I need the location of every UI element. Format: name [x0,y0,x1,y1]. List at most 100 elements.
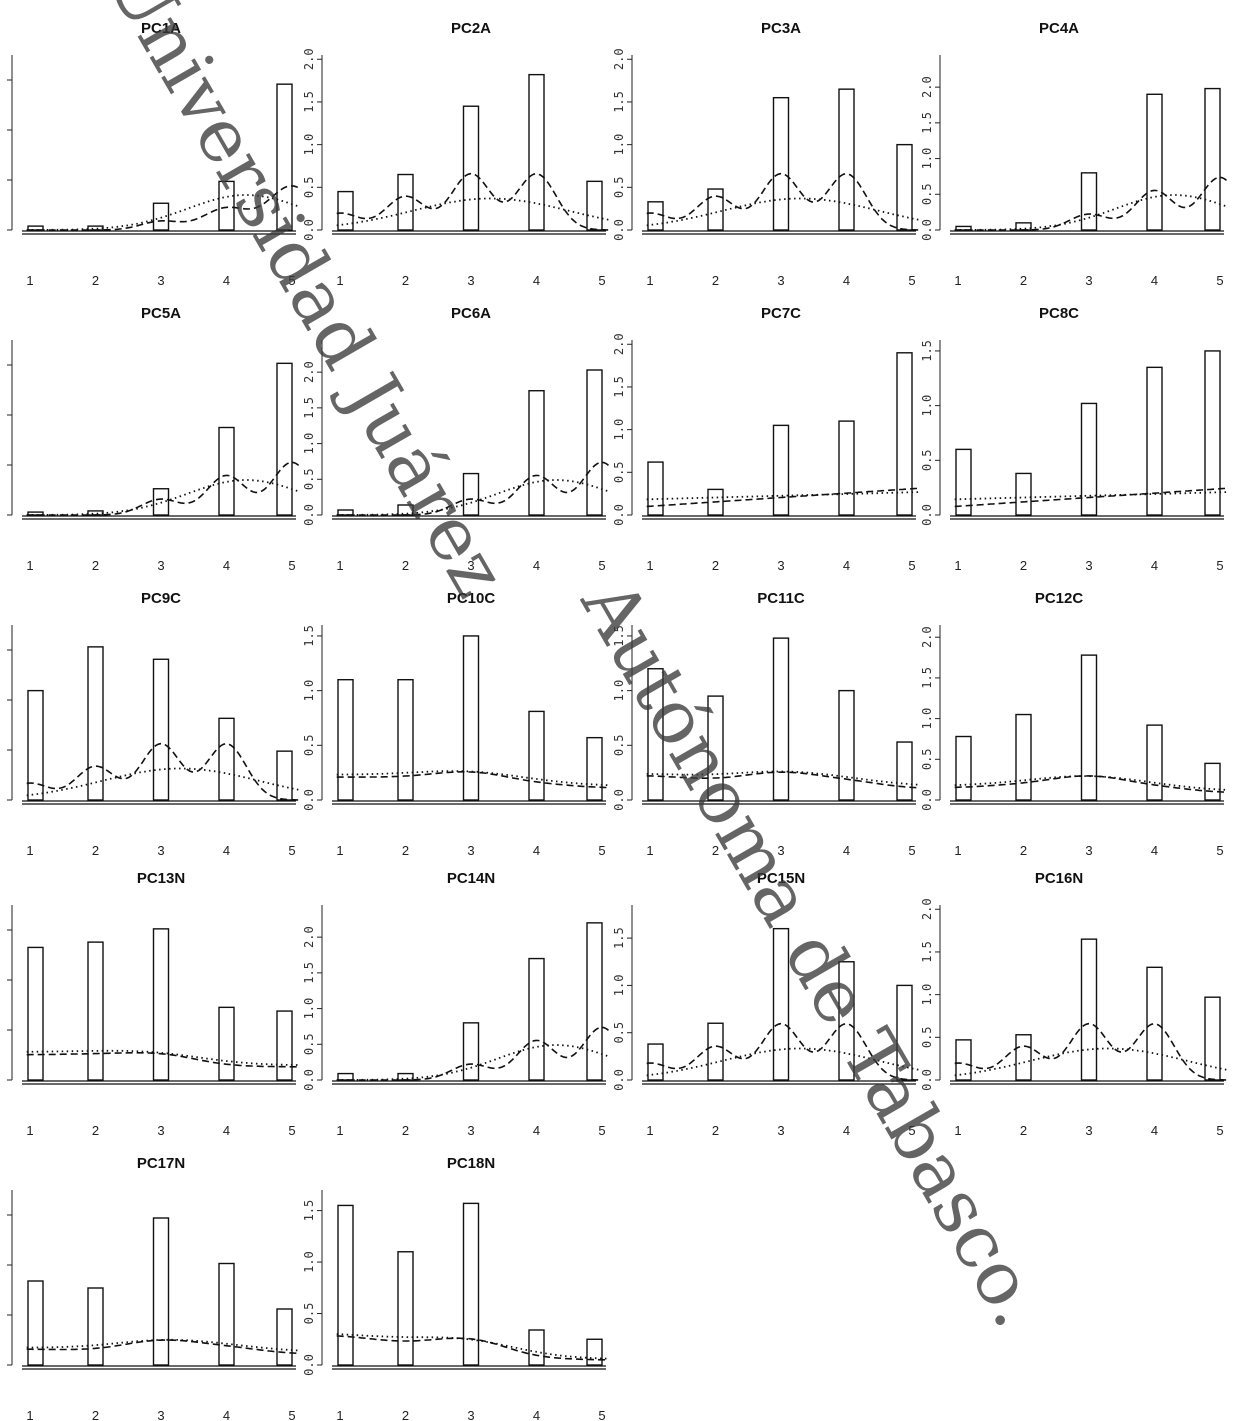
density-curve-dotted [26,767,299,797]
x-tick-label: 1 [26,843,33,858]
histogram-bar [1204,996,1221,1081]
density-curve-dotted [336,1044,609,1081]
y-tick-label: 0.0 [302,504,316,526]
x-tick-label: 5 [1216,843,1223,858]
x-tick-label: 5 [598,1123,605,1138]
histogram-bar [772,96,790,231]
y-tick-label: 2.0 [920,76,934,98]
histogram-bar [397,1072,414,1081]
x-tick-label: 1 [26,1123,33,1138]
x-tick-label: 2 [1020,1123,1027,1138]
panel-title: PC12C [1035,590,1084,607]
x-tick-label: 3 [1085,273,1092,288]
histogram-panel: PC18N 0.0 0.5 1.0 1.5 1 2 3 4 5 [302,1155,609,1421]
x-tick-label: 1 [336,558,343,573]
histogram-bar [152,1217,170,1366]
panel-title: PC9C [141,590,181,607]
y-tick-label: 1.5 [302,397,316,419]
histogram-bar [462,635,480,801]
histogram-bar [896,352,913,516]
histogram-bar [647,201,664,231]
x-tick-label: 5 [908,558,915,573]
histogram-bar [528,710,545,801]
y-tick-label: 0.5 [920,748,934,770]
x-tick-label: 2 [92,273,99,288]
y-tick-label: 0.0 [612,504,626,526]
x-tick-label: 1 [26,273,33,288]
histogram-bar [397,173,414,231]
histogram-panel: PC8C 0.0 0.5 1.0 1.5 1 2 3 4 5 [920,305,1227,573]
x-tick-label: 2 [712,273,719,288]
histogram-bar [1146,966,1163,1081]
histogram-bar [337,190,354,231]
histogram-panel: PC16N 0.0 0.5 1.0 1.5 2.0 1 2 3 4 5 [920,870,1227,1138]
density-curve-dashed [336,172,609,231]
x-tick-label: 5 [1216,558,1223,573]
density-curve-dashed [26,742,299,801]
x-tick-label: 1 [336,843,343,858]
histogram-panel: PC11C 0.0 0.5 1.0 1.5 1 2 3 4 5 [612,590,919,858]
histogram-bar [1146,724,1163,801]
x-tick-label: 3 [1085,843,1092,858]
x-tick-label: 5 [288,1123,295,1138]
x-tick-label: 3 [467,1123,474,1138]
y-tick-label: 0.0 [920,219,934,241]
y-tick-label: 1.0 [612,975,626,997]
histogram-bar [1204,350,1221,516]
y-tick-label: 0.5 [612,734,626,756]
x-tick-label: 3 [157,1408,164,1421]
y-tick-label: 1.0 [612,419,626,441]
y-tick-label: 0.5 [612,461,626,483]
density-curve-dotted [336,197,609,227]
y-tick-label: 0.5 [612,1022,626,1044]
x-tick-label: 1 [954,273,961,288]
y-tick-label: 0.5 [920,183,934,205]
y-tick-label: 1.5 [920,112,934,134]
x-tick-label: 3 [157,1123,164,1138]
x-tick-label: 3 [467,1408,474,1421]
y-tick-label: 1.5 [920,340,934,362]
x-tick-label: 4 [1151,1123,1158,1138]
panel-title: PC17N [137,1155,185,1172]
histogram-bar [27,1280,44,1366]
histogram-bar [1146,366,1163,516]
density-curve-dotted [26,194,299,231]
x-tick-label: 4 [533,1408,540,1421]
x-tick-label: 1 [954,558,961,573]
x-tick-label: 3 [1085,1123,1092,1138]
histogram-bar [528,390,545,516]
histogram-panel: PC3A 0.0 0.5 1.0 1.5 2.0 1 2 3 4 5 [612,20,919,288]
histogram-bar [276,362,293,516]
x-tick-label: 2 [1020,273,1027,288]
histogram-bar [462,1202,480,1366]
x-tick-label: 1 [26,558,33,573]
histogram-bar [528,957,545,1081]
density-curve-dotted [26,1338,299,1352]
x-tick-label: 1 [954,1123,961,1138]
density-curve-dotted [26,1049,299,1066]
density-curve-dotted [954,775,1227,791]
histogram-panel: PC14N 0.0 0.5 1.0 1.5 2.0 1 2 3 4 5 [302,870,609,1138]
histogram-bar [896,143,913,231]
histogram-panel: PC1A 1 2 3 4 5 [7,20,299,288]
x-tick-label: 5 [598,843,605,858]
panel-title: PC16N [1035,870,1083,887]
y-tick-label: 0.0 [920,1069,934,1091]
x-tick-label: 3 [1085,558,1092,573]
x-tick-label: 5 [1216,273,1223,288]
histogram-panel: PC12C 0.0 0.5 1.0 1.5 2.0 1 2 3 4 5 [920,590,1227,858]
x-tick-label: 5 [598,558,605,573]
y-tick-label: 0.5 [302,734,316,756]
y-tick-label: 1.0 [920,395,934,417]
histogram-bar [27,511,44,516]
x-tick-label: 3 [777,273,784,288]
x-tick-label: 2 [712,558,719,573]
density-curve-dotted [336,479,609,516]
histogram-panel: PC9C 1 2 3 4 5 [7,590,299,858]
y-tick-label: 0.0 [302,1354,316,1376]
density-curve-dotted [646,770,919,786]
histogram-bar [647,668,664,801]
y-tick-label: 2.0 [612,333,626,355]
y-tick-label: 1.0 [302,998,316,1020]
y-tick-label: 0.0 [302,219,316,241]
